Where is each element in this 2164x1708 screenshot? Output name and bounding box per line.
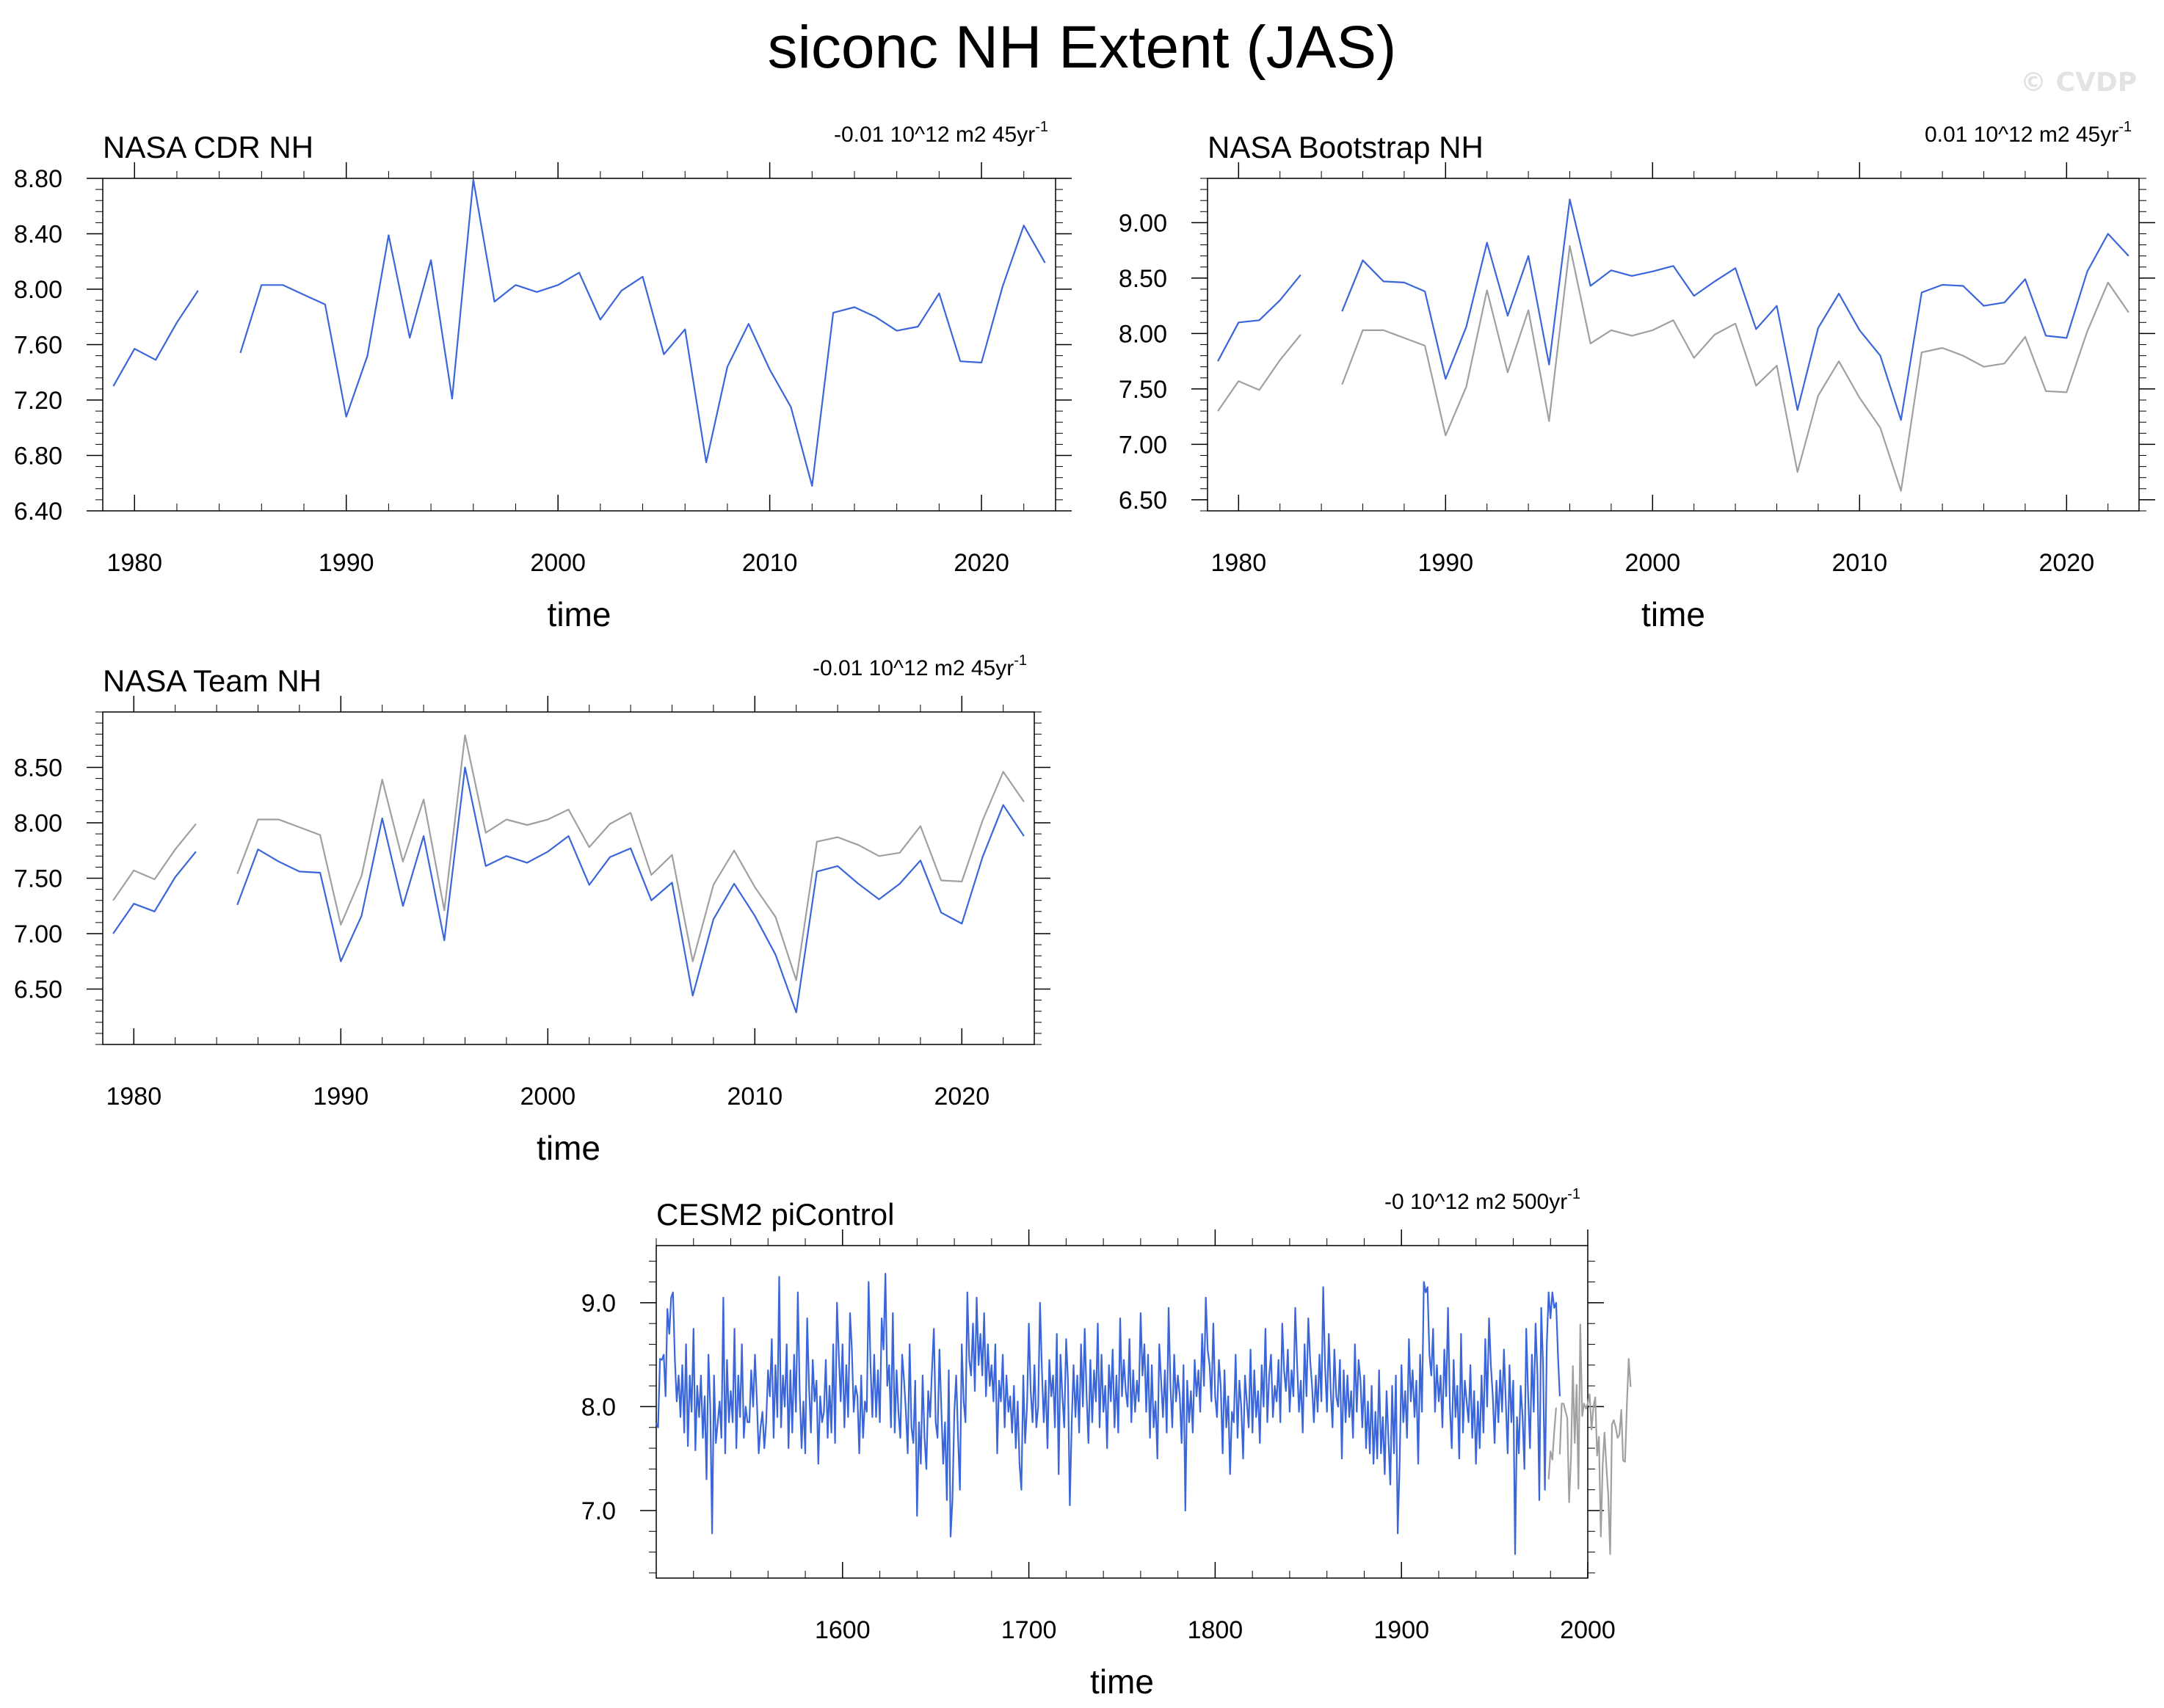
reference-series-line <box>1217 245 2129 492</box>
x-axis-label: time <box>537 1129 600 1167</box>
x-tick-label: 1980 <box>106 1083 161 1111</box>
x-tick-label: 2010 <box>727 1083 783 1111</box>
plot-frame <box>1207 178 2140 512</box>
trend-value: -0.01 10^12 m2 45yr <box>813 656 1014 680</box>
y-tick-label: 8.40 <box>14 221 62 249</box>
trend-superscript: -1 <box>2118 119 2132 135</box>
y-tick-label: 8.00 <box>14 276 62 304</box>
x-tick-label: 1700 <box>1001 1616 1057 1644</box>
reference-series-line <box>1547 1323 1632 1555</box>
y-tick-label: 8.80 <box>14 165 62 193</box>
y-tick-label: 8.00 <box>14 810 62 837</box>
page-title: siconc NH Extent (JAS) <box>767 14 1397 81</box>
cvdp-watermark: © CVDP <box>2020 68 2138 98</box>
x-tick-label: 2000 <box>1624 549 1680 577</box>
y-tick-label: 7.60 <box>14 332 62 360</box>
trend-label: 0.01 10^12 m2 45yr-1 <box>1925 119 2132 147</box>
panel-nasa-bootstrap: NASA Bootstrap NH 0.01 10^12 m2 45yr-1 198… <box>1119 119 2155 633</box>
y-tick-label: 8.50 <box>1119 265 1167 293</box>
trend-value: 0.01 10^12 m2 45yr <box>1925 123 2118 147</box>
x-tick-label: 1900 <box>1373 1616 1429 1644</box>
y-tick-label: 8.50 <box>14 755 62 782</box>
reference-series-line <box>112 734 1025 981</box>
model-series-line <box>655 1273 1561 1555</box>
x-axis-label: time <box>548 595 611 633</box>
trend-value: -0.01 10^12 m2 45yr <box>834 123 1035 147</box>
y-tick-label: 6.50 <box>1119 487 1167 515</box>
x-tick-label: 2000 <box>520 1083 576 1111</box>
panel-nasa-team: NASA Team NH -0.01 10^12 m2 45yr-1 1980 199… <box>14 653 1050 1167</box>
x-tick-label: 2000 <box>1560 1616 1616 1644</box>
x-tick-label: 1980 <box>1210 549 1266 577</box>
y-tick-label: 7.0 <box>581 1497 616 1525</box>
y-tick-label: 9.00 <box>1119 209 1167 237</box>
y-tick-label: 8.0 <box>581 1393 616 1421</box>
x-tick-label: 2020 <box>954 549 1009 577</box>
y-tick-label: 7.00 <box>14 920 62 948</box>
panel-nasa-cdr: NASA CDR NH -0.01 10^12 m2 45yr-1 1980 1990… <box>14 119 1072 633</box>
x-tick-label: 1600 <box>815 1616 871 1644</box>
x-tick-label: 2010 <box>742 549 798 577</box>
trend-superscript: -1 <box>1567 1186 1580 1202</box>
panel-cesm2-picontrol: CESM2 piControl -0 10^12 m2 500yr-1 1600 17… <box>581 1186 1632 1701</box>
trend-superscript: -1 <box>1035 119 1048 135</box>
x-tick-label: 1980 <box>106 549 162 577</box>
panel-title: NASA Bootstrap NH <box>1208 130 1484 164</box>
y-tick-label: 7.50 <box>1119 376 1167 404</box>
x-tick-label: 2010 <box>1831 549 1887 577</box>
plot-frame <box>102 711 1035 1045</box>
x-tick-label: 2020 <box>2038 549 2094 577</box>
panel-title: NASA Team NH <box>103 664 322 698</box>
x-tick-label: 2000 <box>530 549 586 577</box>
x-tick-label: 2020 <box>934 1083 990 1111</box>
model-series-line <box>112 766 1025 1014</box>
model-series-line <box>1217 198 2129 421</box>
x-tick-label: 1800 <box>1188 1616 1243 1644</box>
panel-title: NASA CDR NH <box>103 130 313 164</box>
x-axis-label: time <box>1090 1662 1154 1701</box>
x-tick-label: 1990 <box>319 549 374 577</box>
trend-value: -0 10^12 m2 500yr <box>1384 1190 1567 1214</box>
plot-frame <box>656 1245 1588 1579</box>
x-tick-label: 1990 <box>313 1083 368 1111</box>
x-axis-label: time <box>1641 595 1705 633</box>
y-tick-label: 6.50 <box>14 976 62 1004</box>
y-tick-label: 8.00 <box>1119 320 1167 348</box>
y-tick-label: 7.50 <box>14 865 62 893</box>
y-tick-label: 6.40 <box>14 498 62 526</box>
trend-superscript: -1 <box>1014 653 1027 669</box>
trend-label: -0.01 10^12 m2 45yr-1 <box>813 653 1027 680</box>
y-tick-label: 6.80 <box>14 443 62 470</box>
model-series-line <box>112 178 1046 487</box>
y-tick-label: 7.00 <box>1119 431 1167 459</box>
panel-title: CESM2 piControl <box>656 1197 894 1232</box>
plot-frame <box>102 178 1056 512</box>
trend-label: -0 10^12 m2 500yr-1 <box>1384 1186 1580 1214</box>
y-tick-label: 7.20 <box>14 387 62 415</box>
y-tick-label: 9.0 <box>581 1290 616 1318</box>
x-tick-label: 1990 <box>1417 549 1473 577</box>
trend-label: -0.01 10^12 m2 45yr-1 <box>834 119 1048 147</box>
